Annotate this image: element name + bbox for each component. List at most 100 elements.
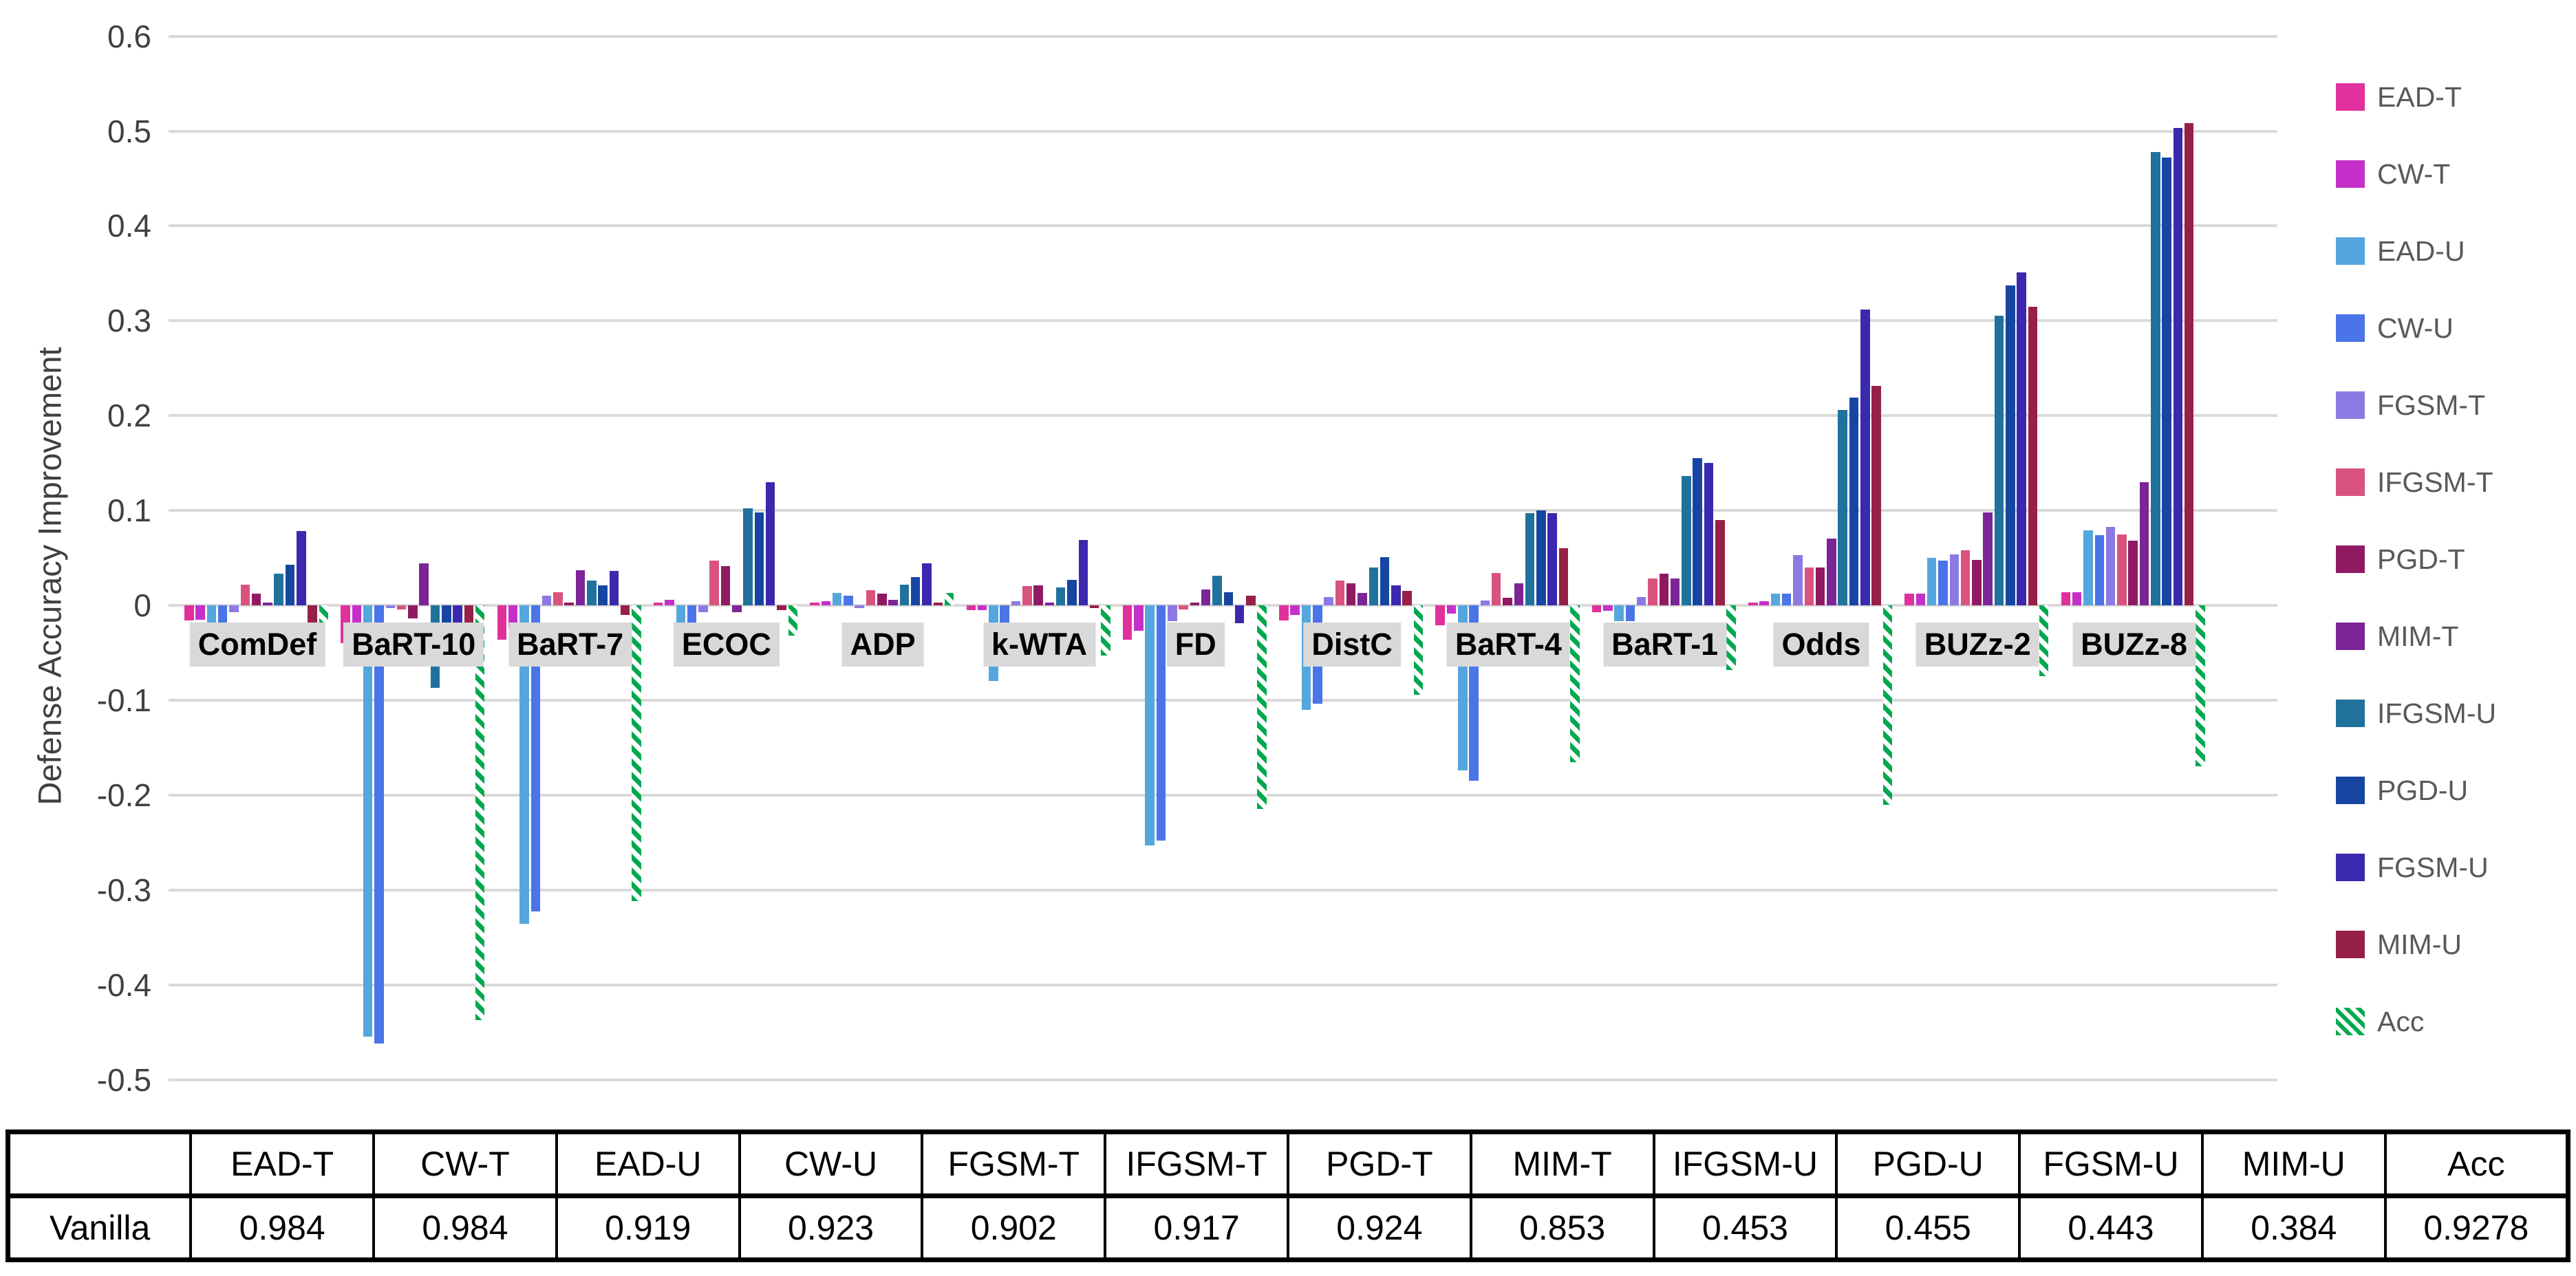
bar-Odds-FGSM-U	[1860, 309, 1870, 605]
x-category-label-BUZz-2: BUZz-2	[1915, 623, 2039, 667]
legend-item-CW-U: CW-U	[2336, 312, 2454, 344]
bar-ComDef-IFGSM-T	[240, 584, 250, 605]
bar-BUZz-8-MIM-T	[2139, 482, 2149, 605]
legend-item-PGD-T: PGD-T	[2336, 543, 2465, 575]
bar-BaRT-4-Acc	[1570, 605, 1580, 762]
y-axis-title: Defense Accuracy Improvement	[31, 347, 68, 805]
bar-ComDef-EAD-U	[206, 605, 217, 623]
table-value-PGD-U: 0.455	[1835, 1193, 2021, 1262]
x-category-label-FD: FD	[1166, 623, 1225, 667]
y-tick-label: 0.3	[107, 303, 151, 339]
bar-BUZz-2-EAD-T	[1904, 594, 1914, 605]
bar-BUZz-2-EAD-U	[1926, 558, 1937, 605]
bar-FD-IFGSM-T	[1179, 605, 1188, 609]
bar-ECOC-IFGSM-T	[709, 561, 719, 605]
legend-swatch-FGSM-U	[2336, 854, 2365, 881]
bar-k-WTA-MIM-T	[1044, 602, 1055, 605]
y-tick-label: -0.1	[96, 682, 151, 718]
bar-Odds-FGSM-T	[1793, 554, 1803, 605]
bar-BUZz-8-PGD-U	[2162, 158, 2171, 605]
legend-label: FGSM-T	[2377, 389, 2486, 421]
bar-ECOC-PGD-T	[720, 566, 731, 605]
bar-ComDef-CW-U	[217, 605, 228, 623]
bar-ECOC-CW-U	[687, 605, 697, 623]
bar-BaRT-1-IFGSM-T	[1648, 578, 1657, 605]
bar-BaRT-7-PGD-T	[564, 602, 574, 605]
bar-DistC-FGSM-U	[1391, 585, 1401, 605]
y-tick-label: 0.5	[107, 113, 151, 149]
x-category-label-BaRT-4: BaRT-4	[1446, 623, 1570, 667]
gridline--0.1	[169, 698, 2277, 702]
bar-FD-EAD-T	[1122, 605, 1133, 640]
bar-BaRT-4-FGSM-U	[1547, 513, 1557, 605]
table-header-IFGSM-U: IFGSM-U	[1652, 1129, 1838, 1198]
y-tick-label: -0.3	[96, 872, 151, 908]
bar-BaRT-10-IFGSM-T	[396, 605, 407, 609]
x-category-label-BUZz-8: BUZz-8	[2072, 623, 2196, 667]
bar-Odds-PGD-T	[1815, 567, 1825, 605]
bar-k-WTA-PGD-U	[1067, 579, 1077, 605]
bar-ECOC-Acc	[788, 605, 797, 636]
x-category-label-BaRT-1: BaRT-1	[1603, 623, 1727, 667]
table-value-CW-U: 0.923	[738, 1193, 924, 1262]
bar-ECOC-MIM-U	[777, 605, 786, 610]
legend-label: CW-U	[2377, 312, 2454, 344]
bar-BaRT-1-Acc	[1726, 605, 1736, 670]
x-category-label-k-WTA: k-WTA	[983, 623, 1096, 667]
legend-swatch-FGSM-T	[2336, 391, 2365, 419]
gridline-0.2	[169, 414, 2277, 418]
bar-ADP-MIM-T	[888, 599, 898, 605]
y-tick-label: -0.2	[96, 777, 151, 813]
vanilla-accuracy-table: EAD-T CW-T EAD-U CW-U FGSM-T IFGSM-T PGD-T MIM-…	[6, 1129, 2570, 1262]
bar-ADP-EAD-T	[810, 602, 819, 605]
bar-Odds-CW-T	[1759, 601, 1769, 605]
gridline-0.4	[169, 224, 2277, 228]
bar-BUZz-8-IFGSM-T	[2117, 534, 2127, 605]
table-value-EAD-U: 0.919	[555, 1193, 741, 1262]
x-category-label-ADP: ADP	[841, 623, 924, 667]
bar-BUZz-8-CW-T	[2072, 592, 2082, 605]
bar-BUZz-2-PGD-T	[1972, 559, 1982, 605]
table-header-MIM-U: MIM-U	[2200, 1129, 2387, 1198]
bar-ECOC-IFGSM-U	[743, 508, 753, 605]
legend-swatch-CW-T	[2336, 160, 2365, 188]
legend-label: EAD-T	[2377, 80, 2462, 113]
table-value-FGSM-U: 0.443	[2018, 1193, 2204, 1262]
bar-k-WTA-EAD-T	[966, 605, 976, 610]
bar-k-WTA-PGD-T	[1033, 585, 1043, 605]
table-header-CW-T: CW-T	[372, 1129, 558, 1198]
bar-DistC-IFGSM-U	[1368, 567, 1378, 605]
bar-DistC-PGD-T	[1346, 583, 1356, 605]
bar-FD-MIM-U	[1246, 596, 1256, 605]
bar-DistC-EAD-T	[1279, 605, 1289, 621]
x-category-label-DistC: DistC	[1303, 623, 1401, 667]
bar-ComDef-PGD-T	[251, 594, 261, 605]
y-tick-label: -0.4	[96, 966, 151, 1003]
legend-item-Acc: Acc	[2336, 1006, 2424, 1037]
table-header-PGD-T: PGD-T	[1286, 1129, 1472, 1198]
legend-swatch-IFGSM-U	[2336, 700, 2365, 727]
bar-BaRT-10-PGD-T	[408, 605, 418, 619]
table-value-EAD-T: 0.984	[189, 1193, 376, 1262]
table-value-MIM-T: 0.853	[1469, 1193, 1655, 1262]
table-header-FGSM-U: FGSM-U	[2018, 1129, 2204, 1198]
bar-ADP-MIM-U	[933, 603, 943, 605]
bar-ADP-EAD-U	[832, 593, 842, 605]
legend-label: PGD-T	[2377, 543, 2465, 575]
gridline-0.5	[169, 129, 2277, 133]
legend-label: MIM-T	[2377, 620, 2459, 652]
y-tick-label: 0.6	[107, 18, 151, 54]
bar-FD-CW-T	[1134, 605, 1144, 631]
bar-BaRT-7-MIM-T	[575, 570, 586, 605]
bar-BaRT-10-Acc	[475, 605, 485, 1020]
bar-Odds-MIM-U	[1871, 386, 1881, 605]
table-value-MIM-U: 0.384	[2200, 1193, 2387, 1262]
bar-BaRT-10-MIM-T	[419, 563, 429, 605]
bar-BaRT-4-IFGSM-U	[1525, 513, 1535, 605]
bar-BUZz-2-CW-T	[1915, 594, 1926, 605]
bar-BUZz-2-FGSM-U	[2017, 272, 2026, 605]
bar-BUZz-2-IFGSM-T	[1960, 550, 1971, 605]
bar-ComDef-Acc	[319, 605, 329, 625]
legend: EAD-T CW-T EAD-U CW-U FGSM-T IFGSM-T PGD-T MIM-…	[2336, 0, 2570, 1276]
legend-label: MIM-U	[2377, 928, 2462, 960]
